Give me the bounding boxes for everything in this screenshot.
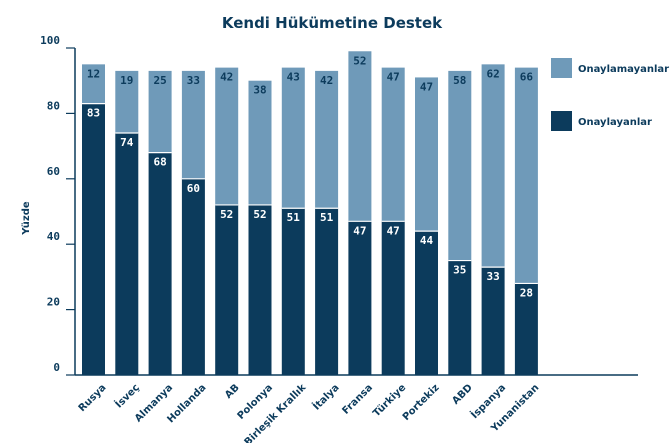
bar-onaylayanlar xyxy=(148,152,172,375)
bar-onaylamayanlar xyxy=(315,70,339,209)
data-label-onaylayanlar: 51 xyxy=(320,211,334,224)
data-label-onaylayanlar: 47 xyxy=(353,224,366,237)
y-axis-label: Yüzde xyxy=(21,201,32,236)
data-label-onaylayanlar: 33 xyxy=(486,270,499,283)
data-label-onaylamayanlar: 42 xyxy=(220,71,233,84)
bar-onaylamayanlar xyxy=(215,67,239,205)
bar-onaylamayanlar xyxy=(381,67,405,222)
data-label-onaylamayanlar: 66 xyxy=(520,71,534,84)
data-label-onaylayanlar: 44 xyxy=(420,234,434,247)
bar-onaylayanlar xyxy=(115,133,139,375)
bar-onaylamayanlar xyxy=(248,80,272,205)
data-label-onaylamayanlar: 58 xyxy=(453,74,466,87)
y-tick-label: 0 xyxy=(53,361,60,374)
data-label-onaylamayanlar: 25 xyxy=(153,74,166,87)
y-ticks: 0 20 40 60 80 100 xyxy=(40,34,75,376)
bar-onaylamayanlar xyxy=(82,64,105,104)
data-label-onaylayanlar: 68 xyxy=(153,156,166,169)
y-tick-label: 20 xyxy=(47,296,60,309)
bar-onaylayanlar xyxy=(481,267,505,375)
data-label-onaylayanlar: 52 xyxy=(253,208,266,221)
category-label: AB xyxy=(223,382,242,401)
data-label-onaylamayanlar: 12 xyxy=(87,67,100,80)
bar-onaylamayanlar xyxy=(181,70,205,179)
bar-onaylamayanlar xyxy=(115,70,139,134)
data-label-onaylamayanlar: 47 xyxy=(387,71,400,84)
category-label: İsveç xyxy=(112,380,142,410)
bar-onaylayanlar xyxy=(348,221,372,375)
bar-onaylamayanlar xyxy=(281,67,305,209)
bar-onaylamayanlar xyxy=(348,51,372,222)
category-label: Portekiz xyxy=(401,382,442,423)
data-label-onaylamayanlar: 42 xyxy=(320,74,333,87)
bar-onaylayanlar xyxy=(448,260,472,375)
category-label: İtalya xyxy=(309,380,341,412)
bars: 83 12 74 19 68 25 60 33 52 42 52 38 51 43 51 42 47 52 47 47… xyxy=(82,51,538,375)
category-label: ABD xyxy=(450,382,475,407)
data-label-onaylayanlar: 35 xyxy=(453,264,466,277)
bar-onaylamayanlar xyxy=(481,64,505,268)
bar-onaylayanlar xyxy=(248,204,272,375)
data-label-onaylamayanlar: 33 xyxy=(187,74,200,87)
data-label-onaylayanlar: 47 xyxy=(387,224,400,237)
legend: Onaylamayanlar Onaylayanlar xyxy=(551,58,669,131)
data-label-onaylamayanlar: 38 xyxy=(253,84,266,97)
bar-onaylamayanlar xyxy=(148,70,172,153)
bar-onaylayanlar xyxy=(415,231,438,375)
legend-label-onaylamayanlar: Onaylamayanlar xyxy=(578,64,669,75)
data-label-onaylamayanlar: 19 xyxy=(120,74,133,87)
data-label-onaylayanlar: 28 xyxy=(520,286,533,299)
chart-title: Kendi Hükümetine Destek xyxy=(222,14,443,32)
y-tick-label: 80 xyxy=(47,99,60,112)
bar-onaylayanlar xyxy=(215,204,239,375)
y-tick-label: 100 xyxy=(40,34,60,47)
category-label: Fransa xyxy=(341,382,375,416)
bar-onaylamayanlar xyxy=(415,77,438,232)
bar-onaylayanlar xyxy=(315,208,339,375)
data-label-onaylamayanlar: 52 xyxy=(353,54,366,67)
bar-onaylayanlar xyxy=(82,103,105,375)
bar-onaylayanlar xyxy=(514,283,538,375)
legend-label-onaylayanlar: Onaylayanlar xyxy=(578,117,652,128)
data-label-onaylayanlar: 83 xyxy=(87,107,100,120)
data-label-onaylamayanlar: 47 xyxy=(420,80,433,93)
bar-onaylamayanlar xyxy=(514,67,538,284)
bar-onaylayanlar xyxy=(281,208,305,375)
data-label-onaylayanlar: 51 xyxy=(287,211,301,224)
bar-onaylayanlar xyxy=(181,178,205,375)
data-label-onaylayanlar: 74 xyxy=(120,136,134,149)
legend-swatch-onaylayanlar xyxy=(551,111,572,131)
legend-swatch-onaylamayanlar xyxy=(551,58,572,78)
data-label-onaylayanlar: 52 xyxy=(220,208,233,221)
data-label-onaylayanlar: 60 xyxy=(187,182,200,195)
data-label-onaylamayanlar: 43 xyxy=(287,71,300,84)
category-label: Rusya xyxy=(77,382,109,414)
y-tick-label: 40 xyxy=(47,230,60,243)
y-tick-label: 60 xyxy=(47,165,60,178)
bar-onaylamayanlar xyxy=(448,70,472,261)
bar-onaylayanlar xyxy=(381,221,405,375)
data-label-onaylamayanlar: 62 xyxy=(486,67,499,80)
